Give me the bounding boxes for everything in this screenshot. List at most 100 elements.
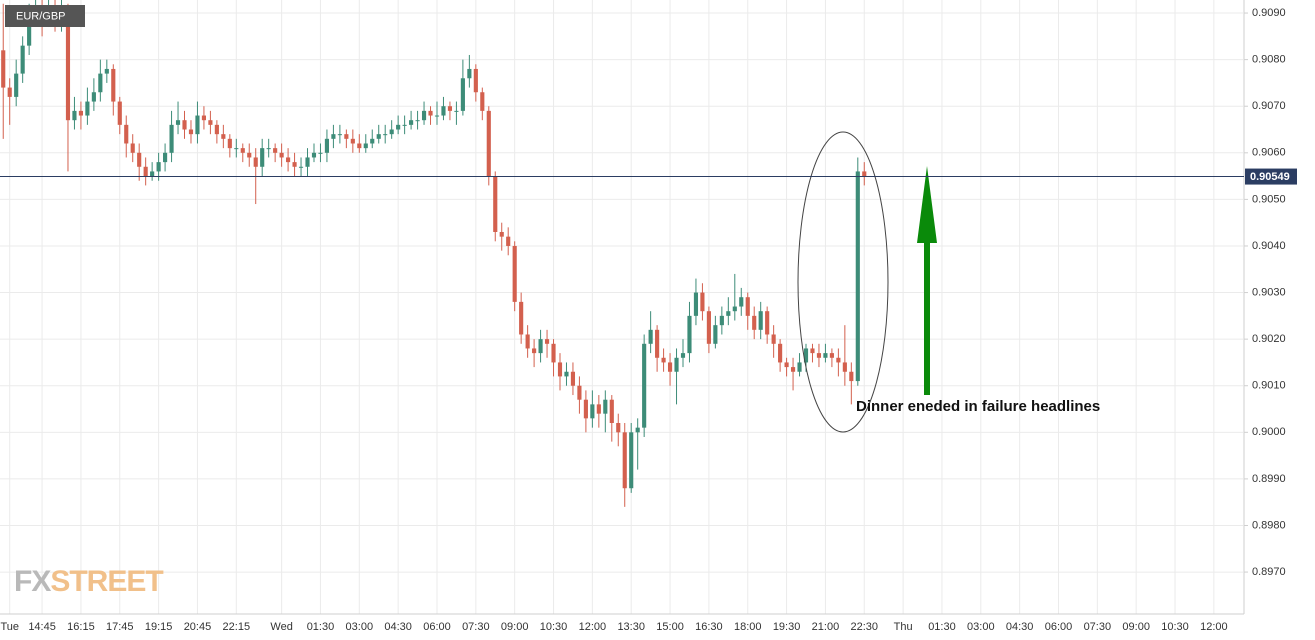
candle-body xyxy=(318,152,323,154)
candle-body xyxy=(771,334,776,344)
candle-body xyxy=(810,348,815,354)
candle-body xyxy=(803,348,809,363)
candle-body xyxy=(674,357,679,372)
candle-body xyxy=(460,78,465,111)
candle-body xyxy=(512,245,517,302)
x-tick-label: 04:30 xyxy=(384,621,412,633)
candle-body xyxy=(551,343,556,363)
candle-body xyxy=(570,371,576,386)
y-tick-label: 0.9050 xyxy=(1252,193,1286,205)
candles xyxy=(1,0,867,507)
y-tick-label: 0.9040 xyxy=(1252,240,1286,252)
x-tick-label: 19:30 xyxy=(773,621,801,633)
candle-body xyxy=(493,176,498,232)
x-tick-label: 22:30 xyxy=(851,621,879,633)
candle-body xyxy=(169,124,174,153)
candle-body xyxy=(240,148,245,153)
candle-body xyxy=(726,311,731,316)
x-tick-label: 06:00 xyxy=(1045,621,1073,633)
x-tick-label: 22:15 xyxy=(223,621,251,633)
chart-title: EUR/GBP xyxy=(16,10,66,22)
x-tick-label: 03:00 xyxy=(346,621,374,633)
y-tick-label: 0.9070 xyxy=(1252,100,1286,112)
candle-body xyxy=(402,124,407,126)
candle-body xyxy=(421,110,427,121)
candle-body xyxy=(396,124,401,130)
candle-body xyxy=(130,143,135,153)
candle-body xyxy=(849,371,854,382)
candle-body xyxy=(732,306,737,312)
candle-body xyxy=(700,292,705,312)
candle-body xyxy=(1,50,6,88)
candle-body xyxy=(862,171,867,177)
candle-body xyxy=(175,120,181,125)
x-tick-label: 21:00 xyxy=(812,621,840,633)
candle-body xyxy=(305,157,310,167)
candle-body xyxy=(78,110,83,116)
candle-body xyxy=(150,171,155,177)
candle-body xyxy=(680,353,686,358)
candle-body xyxy=(324,138,330,153)
candle-body xyxy=(208,120,213,125)
last-price-box xyxy=(1245,168,1297,185)
candle-body xyxy=(519,301,524,335)
logo: FXSTREET xyxy=(14,565,163,598)
candle-body xyxy=(609,399,614,423)
candle-body xyxy=(156,162,161,172)
candle-body xyxy=(486,110,491,177)
x-tick-label: 07:30 xyxy=(1084,621,1112,633)
candle-body xyxy=(65,13,71,121)
candle-body xyxy=(253,157,258,167)
candle-body xyxy=(337,134,342,136)
candle-body xyxy=(221,134,226,139)
candle-body xyxy=(745,297,750,316)
candle-body xyxy=(434,115,440,117)
candle-body xyxy=(7,87,12,97)
candle-body xyxy=(266,148,271,150)
candle-body xyxy=(836,357,841,363)
candle-body xyxy=(719,315,724,326)
candle-body xyxy=(195,115,200,135)
title-box xyxy=(5,5,85,27)
candle-body xyxy=(816,353,822,358)
candle-body xyxy=(544,339,550,344)
candle-body xyxy=(117,101,122,125)
candle-body xyxy=(687,315,692,354)
candle-body xyxy=(441,106,446,116)
candle-body xyxy=(693,292,699,316)
y-tick-label: 0.9010 xyxy=(1252,380,1286,392)
candle-body xyxy=(622,432,627,489)
candle-body xyxy=(292,162,297,167)
candle-body xyxy=(370,138,375,144)
candle-body xyxy=(376,134,381,139)
candle-body xyxy=(91,92,96,102)
y-tick-label: 0.9090 xyxy=(1252,7,1286,19)
x-tick-label: 09:00 xyxy=(501,621,529,633)
x-tick-label: 16:15 xyxy=(67,621,95,633)
candle-body xyxy=(829,353,834,358)
y-tick-label: 0.8990 xyxy=(1252,473,1286,485)
x-tick-label: 12:00 xyxy=(579,621,607,633)
candle-body xyxy=(85,101,90,116)
candle-body xyxy=(389,129,394,135)
candle-body xyxy=(214,124,219,135)
candle-body xyxy=(311,152,317,158)
x-tick-label: 06:00 xyxy=(423,621,451,633)
candle-body xyxy=(409,120,414,125)
candle-body xyxy=(227,138,232,149)
candle-body xyxy=(596,404,601,414)
y-tick-label: 0.9060 xyxy=(1252,147,1286,159)
x-tick-label: Thu xyxy=(894,621,913,633)
candle-body xyxy=(590,404,595,419)
candle-body xyxy=(273,148,278,153)
x-tick-label: 01:30 xyxy=(928,621,956,633)
candle-body xyxy=(790,367,796,372)
logo-fx: FX xyxy=(14,565,51,598)
x-tick-label: 16:30 xyxy=(695,621,723,633)
candle-body xyxy=(784,362,789,368)
candle-body xyxy=(137,152,142,167)
candle-body xyxy=(661,357,666,363)
grid xyxy=(0,0,1243,614)
candle-body xyxy=(454,110,459,112)
